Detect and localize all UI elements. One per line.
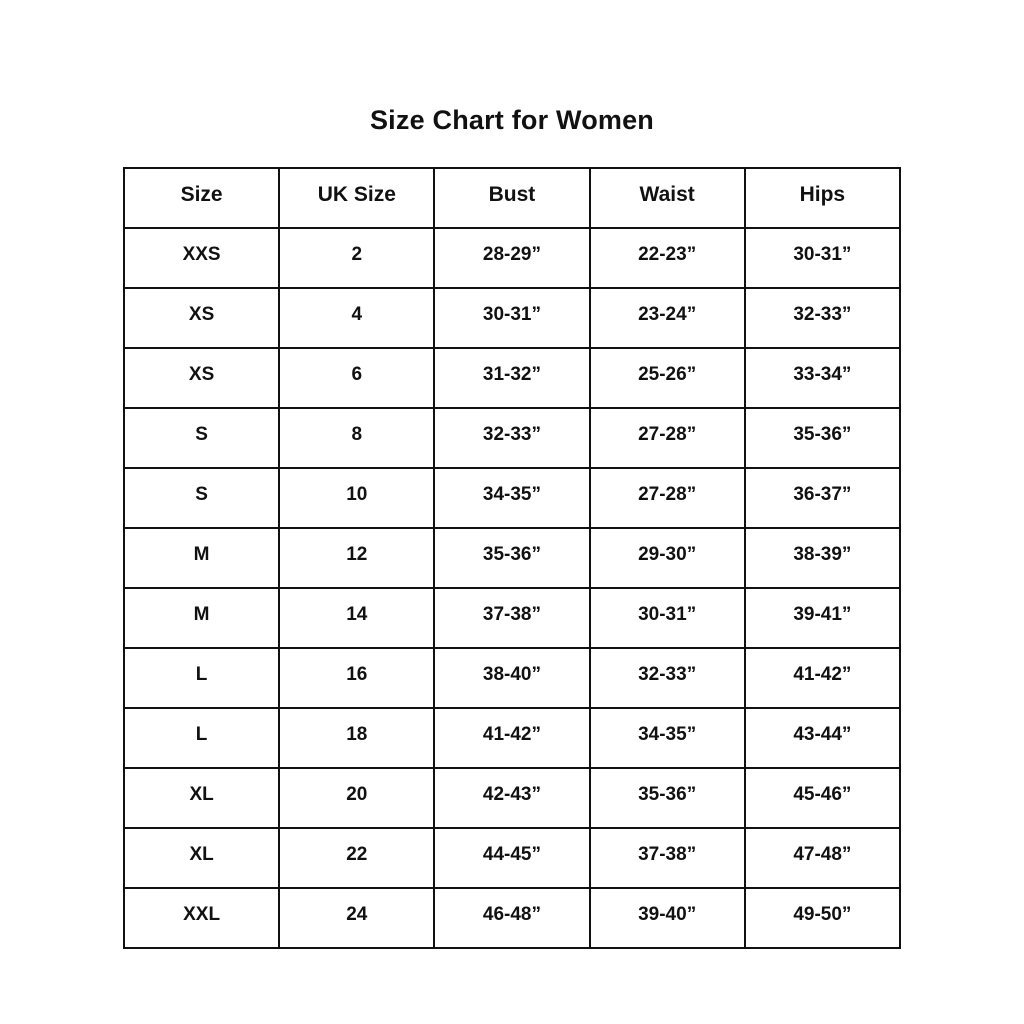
table-body: XXS 2 28-29” 22-23” 30-31” XS 4 30-31” 23-24” 32-… [122,227,902,949]
table-cell: 35-36” [588,767,746,829]
table-cell: S [122,407,281,469]
table-cell: 47-48” [743,827,902,889]
header-row: Size UK Size Bust Waist Hips [122,167,902,229]
table-cell: 33-34” [743,347,902,409]
table-header: Size UK Size Bust Waist Hips [122,167,902,229]
table-cell: S [122,467,281,529]
column-header: Hips [743,167,902,229]
table-cell: 32-33” [433,407,591,469]
table-row: XS 4 30-31” 23-24” 32-33” [122,287,902,349]
table-cell: 28-29” [433,227,591,289]
column-header: Size [122,167,281,229]
table-cell: 23-24” [588,287,746,349]
table-cell: 18 [278,707,436,769]
table-row: S 10 34-35” 27-28” 36-37” [122,467,902,529]
table-cell: 43-44” [743,707,902,769]
table-cell: 35-36” [743,407,902,469]
table-cell: XL [122,767,281,829]
table-cell: 12 [278,527,436,589]
table-cell: 42-43” [433,767,591,829]
page-title: Size Chart for Women [369,105,655,135]
table-cell: 4 [278,287,436,349]
table-cell: 36-37” [743,467,902,529]
table-cell: XS [122,287,281,349]
table-cell: 41-42” [743,647,902,709]
table-cell: 41-42” [433,707,591,769]
table-row: XL 22 44-45” 37-38” 47-48” [122,827,902,889]
table-cell: 32-33” [588,647,746,709]
table-cell: 29-30” [588,527,746,589]
column-header: UK Size [278,167,436,229]
table-cell: XXL [122,887,281,949]
table-row: XS 6 31-32” 25-26” 33-34” [122,347,902,409]
table-row: M 12 35-36” 29-30” 38-39” [122,527,902,589]
table-cell: 10 [278,467,436,529]
size-chart-table: Size UK Size Bust Waist Hips XXS 2 28-29” 22-23… [122,167,902,949]
table-cell: 2 [278,227,436,289]
table-cell: M [122,587,281,649]
table-row: S 8 32-33” 27-28” 35-36” [122,407,902,469]
table-cell: 27-28” [588,407,746,469]
column-header: Waist [588,167,746,229]
table-cell: 8 [278,407,436,469]
table-cell: XS [122,347,281,409]
table-cell: 35-36” [433,527,591,589]
table-row: L 16 38-40” 32-33” 41-42” [122,647,902,709]
table-cell: 20 [278,767,436,829]
table-cell: 31-32” [433,347,591,409]
table-cell: 49-50” [743,887,902,949]
table-cell: L [122,647,281,709]
table-cell: 37-38” [433,587,591,649]
table-cell: 34-35” [588,707,746,769]
table-row: L 18 41-42” 34-35” 43-44” [122,707,902,769]
table-cell: 16 [278,647,436,709]
table-cell: XL [122,827,281,889]
table-row: M 14 37-38” 30-31” 39-41” [122,587,902,649]
table-cell: 38-39” [743,527,902,589]
table-cell: 14 [278,587,436,649]
table-cell: 30-31” [588,587,746,649]
table-cell: 6 [278,347,436,409]
table-cell: 46-48” [433,887,591,949]
table-cell: L [122,707,281,769]
table-cell: XXS [122,227,281,289]
table-cell: 45-46” [743,767,902,829]
table-cell: 30-31” [433,287,591,349]
table-cell: M [122,527,281,589]
table-cell: 25-26” [588,347,746,409]
table-cell: 44-45” [433,827,591,889]
column-header: Bust [433,167,591,229]
table-cell: 37-38” [588,827,746,889]
table-cell: 39-40” [588,887,746,949]
table-cell: 22-23” [588,227,746,289]
table-cell: 32-33” [743,287,902,349]
table-row: XXL 24 46-48” 39-40” 49-50” [122,887,902,949]
table-cell: 39-41” [743,587,902,649]
table-row: XXS 2 28-29” 22-23” 30-31” [122,227,902,289]
table-cell: 38-40” [433,647,591,709]
table-cell: 22 [278,827,436,889]
table-row: XL 20 42-43” 35-36” 45-46” [122,767,902,829]
table-cell: 27-28” [588,467,746,529]
table-cell: 24 [278,887,436,949]
table-cell: 30-31” [743,227,902,289]
table-cell: 34-35” [433,467,591,529]
